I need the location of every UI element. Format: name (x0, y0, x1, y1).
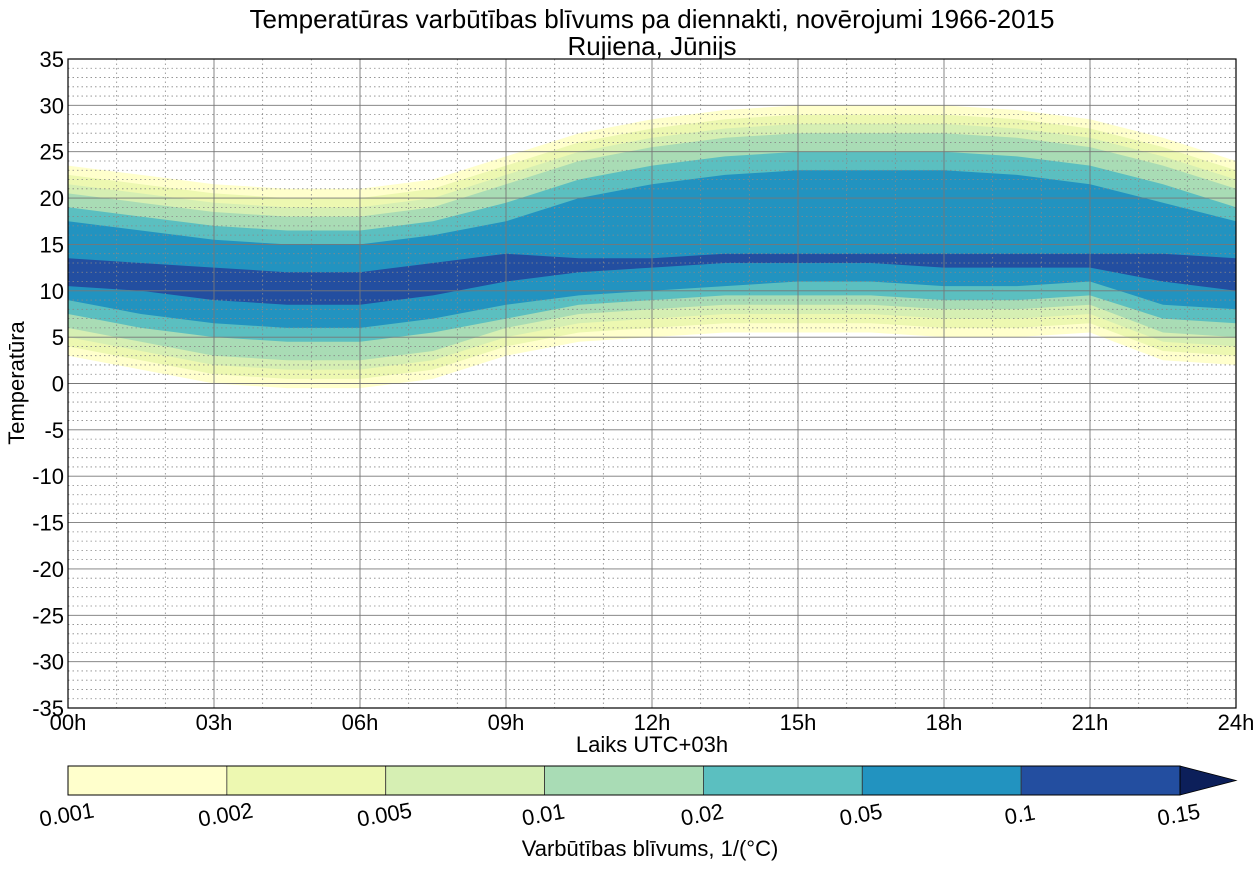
colorbar-tick-label: 0.002 (196, 798, 255, 832)
colorbar: 0.001 0.002 0.005 0.01 0.02 0.05 0.1 0.15 (37, 765, 1238, 832)
colorbar-segment-4 (703, 765, 863, 796)
colorbar-tick-label: 0.02 (679, 799, 726, 831)
colorbar-segment-0 (67, 765, 228, 796)
plot-frame (67, 58, 1237, 709)
chart-subtitle: Rujiena, Jūnijs (567, 31, 736, 61)
colorbar-segment-2 (385, 765, 545, 796)
colorbar-tick-label: 0.05 (838, 799, 885, 831)
y-tick-label: 35 (40, 47, 64, 72)
y-axis-label: Temperatūra (4, 320, 29, 444)
x-tick-label: 06h (342, 710, 379, 735)
colorbar-tick-label: 0.01 (520, 799, 567, 831)
y-tick-label: -10 (32, 464, 64, 489)
x-tick-label: 21h (1072, 710, 1109, 735)
colorbar-segment-5 (861, 765, 1022, 796)
x-tick-label: 09h (488, 710, 525, 735)
y-tick-label: -25 (32, 603, 64, 628)
y-tick-label: 30 (40, 93, 64, 118)
y-tick-label: -35 (32, 696, 64, 721)
colorbar-tick-label: 0.15 (1155, 799, 1202, 831)
colorbar-tick-label: 0.005 (355, 798, 414, 832)
x-tick-label: 12h (634, 710, 671, 735)
colorbar-tick-label: 0.001 (37, 798, 96, 832)
colorbar-segment-3 (544, 765, 704, 796)
y-tick-label: 20 (40, 186, 64, 211)
colorbar-label: Varbūtības blīvums, 1/(°C) (522, 836, 779, 861)
x-tick-label: 00h (50, 710, 87, 735)
y-tick-label: 25 (40, 140, 64, 165)
colorbar-segment-1 (226, 765, 387, 796)
y-tick-label: -15 (32, 511, 64, 536)
y-tick-label: 10 (40, 279, 64, 304)
x-tick-label: 24h (1218, 710, 1255, 735)
chart-title: Temperatūras varbūtības blīvums pa dienn… (249, 4, 1054, 34)
x-tick-label: 18h (926, 710, 963, 735)
x-tick-label: 15h (780, 710, 817, 735)
y-tick-label: 5 (52, 325, 64, 350)
colorbar-segment-6 (1020, 765, 1181, 796)
colorbar-frame (67, 765, 1181, 796)
colorbar-tick-label: 0.1 (1003, 800, 1037, 830)
y-tick-label: 15 (40, 232, 64, 257)
plot-area: 00h 03h 06h 09h 12h 15h 18h 21h 24h 35 30 25 20 15 10 5… (32, 47, 1254, 735)
colorbar-extend-arrow (1179, 765, 1238, 796)
y-tick-label: -20 (32, 557, 64, 582)
y-tick-label: -5 (44, 418, 64, 443)
x-axis-label: Laiks UTC+03h (576, 732, 728, 757)
y-tick-label: 0 (52, 372, 64, 397)
x-tick-label: 03h (196, 710, 233, 735)
y-tick-label: -30 (32, 650, 64, 675)
